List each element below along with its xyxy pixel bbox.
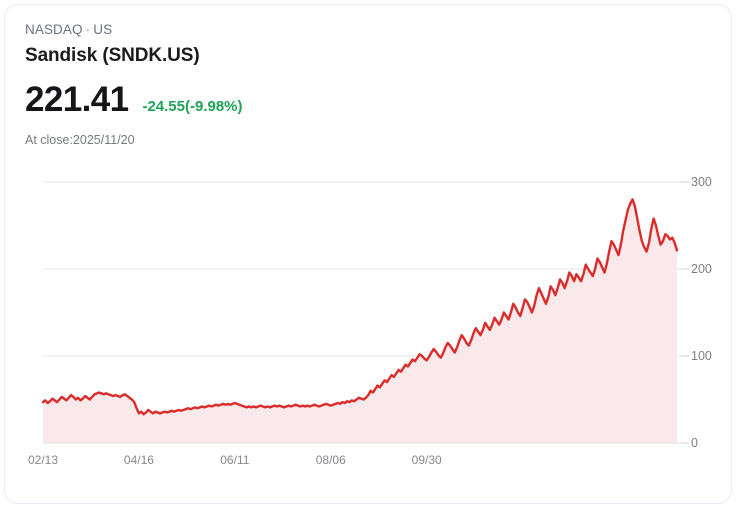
y-axis-tick-label: 100	[691, 349, 712, 363]
region-name: US	[93, 22, 113, 37]
price-area-fill	[43, 199, 677, 443]
market-status-note: At close:2025/11/20	[25, 133, 135, 147]
x-axis-tick-label: 08/06	[315, 453, 346, 467]
exchange-separator: ·	[85, 22, 91, 37]
y-tick-marks	[681, 181, 689, 444]
x-axis-tick-label: 02/13	[27, 453, 59, 467]
stock-quote-card: NASDAQ · US Sandisk (SNDK.US) 221.41 -24.5…	[4, 4, 732, 504]
exchange-region-row: NASDAQ · US	[25, 21, 525, 39]
price-chart-svg	[41, 181, 689, 444]
price-chart[interactable]: 0 100 200 300 02/13 04/16 06/11 08/06 09/30	[5, 165, 731, 485]
y-axis-tick-label: 200	[691, 262, 712, 276]
page-title: Sandisk (SNDK.US)	[25, 45, 200, 66]
x-axis-tick-label: 06/11	[220, 453, 250, 467]
price-change: -24.55(-9.98%)	[142, 98, 243, 115]
y-axis-tick-label: 300	[691, 175, 712, 189]
exchange-name: NASDAQ	[25, 22, 83, 37]
last-price: 221.41	[25, 80, 129, 119]
quote-header: NASDAQ · US Sandisk (SNDK.US) 221.41 -24.5…	[25, 21, 525, 149]
price-line	[41, 198, 679, 416]
x-axis-tick-label: 04/16	[123, 453, 154, 467]
x-axis-tick-label: 09/30	[411, 453, 442, 467]
price-row: 221.41 -24.55(-9.98%)	[25, 80, 525, 120]
y-axis-tick-label: 0	[691, 436, 698, 450]
